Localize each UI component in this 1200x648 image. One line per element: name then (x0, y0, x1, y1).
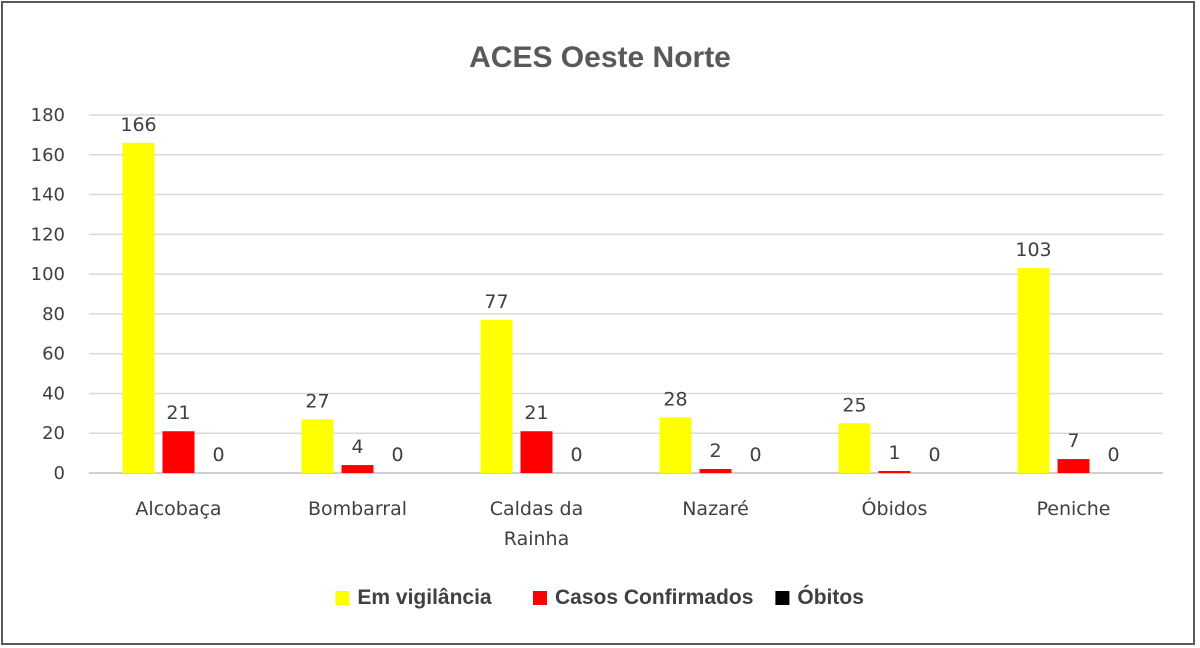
y-tick-label: 40 (42, 383, 65, 404)
legend-swatch (335, 591, 350, 605)
category-label: Óbidos (862, 496, 928, 520)
bar (480, 319, 513, 473)
legend-swatch (775, 591, 790, 605)
category-label: Caldas da (490, 498, 584, 520)
bar (878, 471, 911, 473)
legend-label: Óbitos (797, 585, 864, 609)
legend-label: Casos Confirmados (555, 586, 753, 609)
y-tick-label: 100 (31, 264, 65, 285)
gridlines (89, 114, 1163, 474)
data-label: 0 (749, 444, 761, 466)
bar (301, 419, 334, 473)
legend: Em vigilância Casos Confirmados Óbitos (335, 585, 864, 609)
data-label: 103 (1015, 239, 1051, 261)
bar (122, 142, 155, 473)
data-label: 7 (1067, 430, 1079, 452)
bar (659, 417, 692, 473)
data-label: 0 (1107, 444, 1119, 466)
legend-label: Em vigilância (357, 586, 492, 609)
category-label: Bombarral (308, 498, 407, 520)
y-tick-label: 120 (31, 224, 65, 245)
category-label: Nazaré (682, 498, 749, 520)
y-tick-label: 140 (31, 185, 65, 206)
data-label: 28 (663, 388, 687, 410)
data-label: 25 (842, 394, 866, 416)
data-label: 0 (928, 444, 940, 466)
data-label: 0 (212, 444, 224, 466)
bar (699, 469, 732, 473)
x-axis-categories: Alcobaça Bombarral Caldas da Rainha Nazaré Ób… (135, 496, 1110, 550)
category-label: Rainha (504, 528, 569, 550)
bar (520, 431, 553, 473)
data-label: 77 (484, 291, 508, 313)
y-tick-label: 20 (42, 423, 65, 444)
data-label: 21 (524, 402, 548, 424)
data-label: 166 (120, 114, 156, 136)
category-label: Alcobaça (135, 498, 221, 520)
y-tick-label: 180 (31, 105, 65, 126)
data-labels: 166 21 0 27 4 0 77 21 0 28 2 0 25 1 0 103 7 0 (120, 114, 1119, 466)
y-tick-label: 0 (54, 463, 65, 484)
data-label: 1 (888, 442, 900, 464)
bar (1017, 268, 1050, 473)
bar (341, 465, 374, 473)
data-label: 21 (166, 402, 190, 424)
data-label: 27 (305, 390, 329, 412)
y-axis-ticks: 0 20 40 60 80 100 120 140 160 180 (31, 105, 65, 484)
y-tick-label: 160 (31, 145, 65, 166)
y-tick-label: 60 (42, 344, 65, 365)
bar-chart: ACES Oeste Norte 02040608010012014016018… (31, 41, 1163, 609)
chart-title: ACES Oeste Norte (469, 41, 731, 74)
bars (122, 142, 1090, 473)
bar (1057, 459, 1090, 473)
data-label: 2 (709, 440, 721, 462)
data-label: 4 (351, 436, 363, 458)
category-label: Peniche (1037, 498, 1111, 520)
legend-swatch (533, 591, 547, 605)
y-tick-label: 80 (42, 304, 65, 325)
bar (162, 431, 195, 473)
bar (838, 423, 871, 473)
data-label: 0 (391, 444, 403, 466)
data-label: 0 (570, 444, 582, 466)
